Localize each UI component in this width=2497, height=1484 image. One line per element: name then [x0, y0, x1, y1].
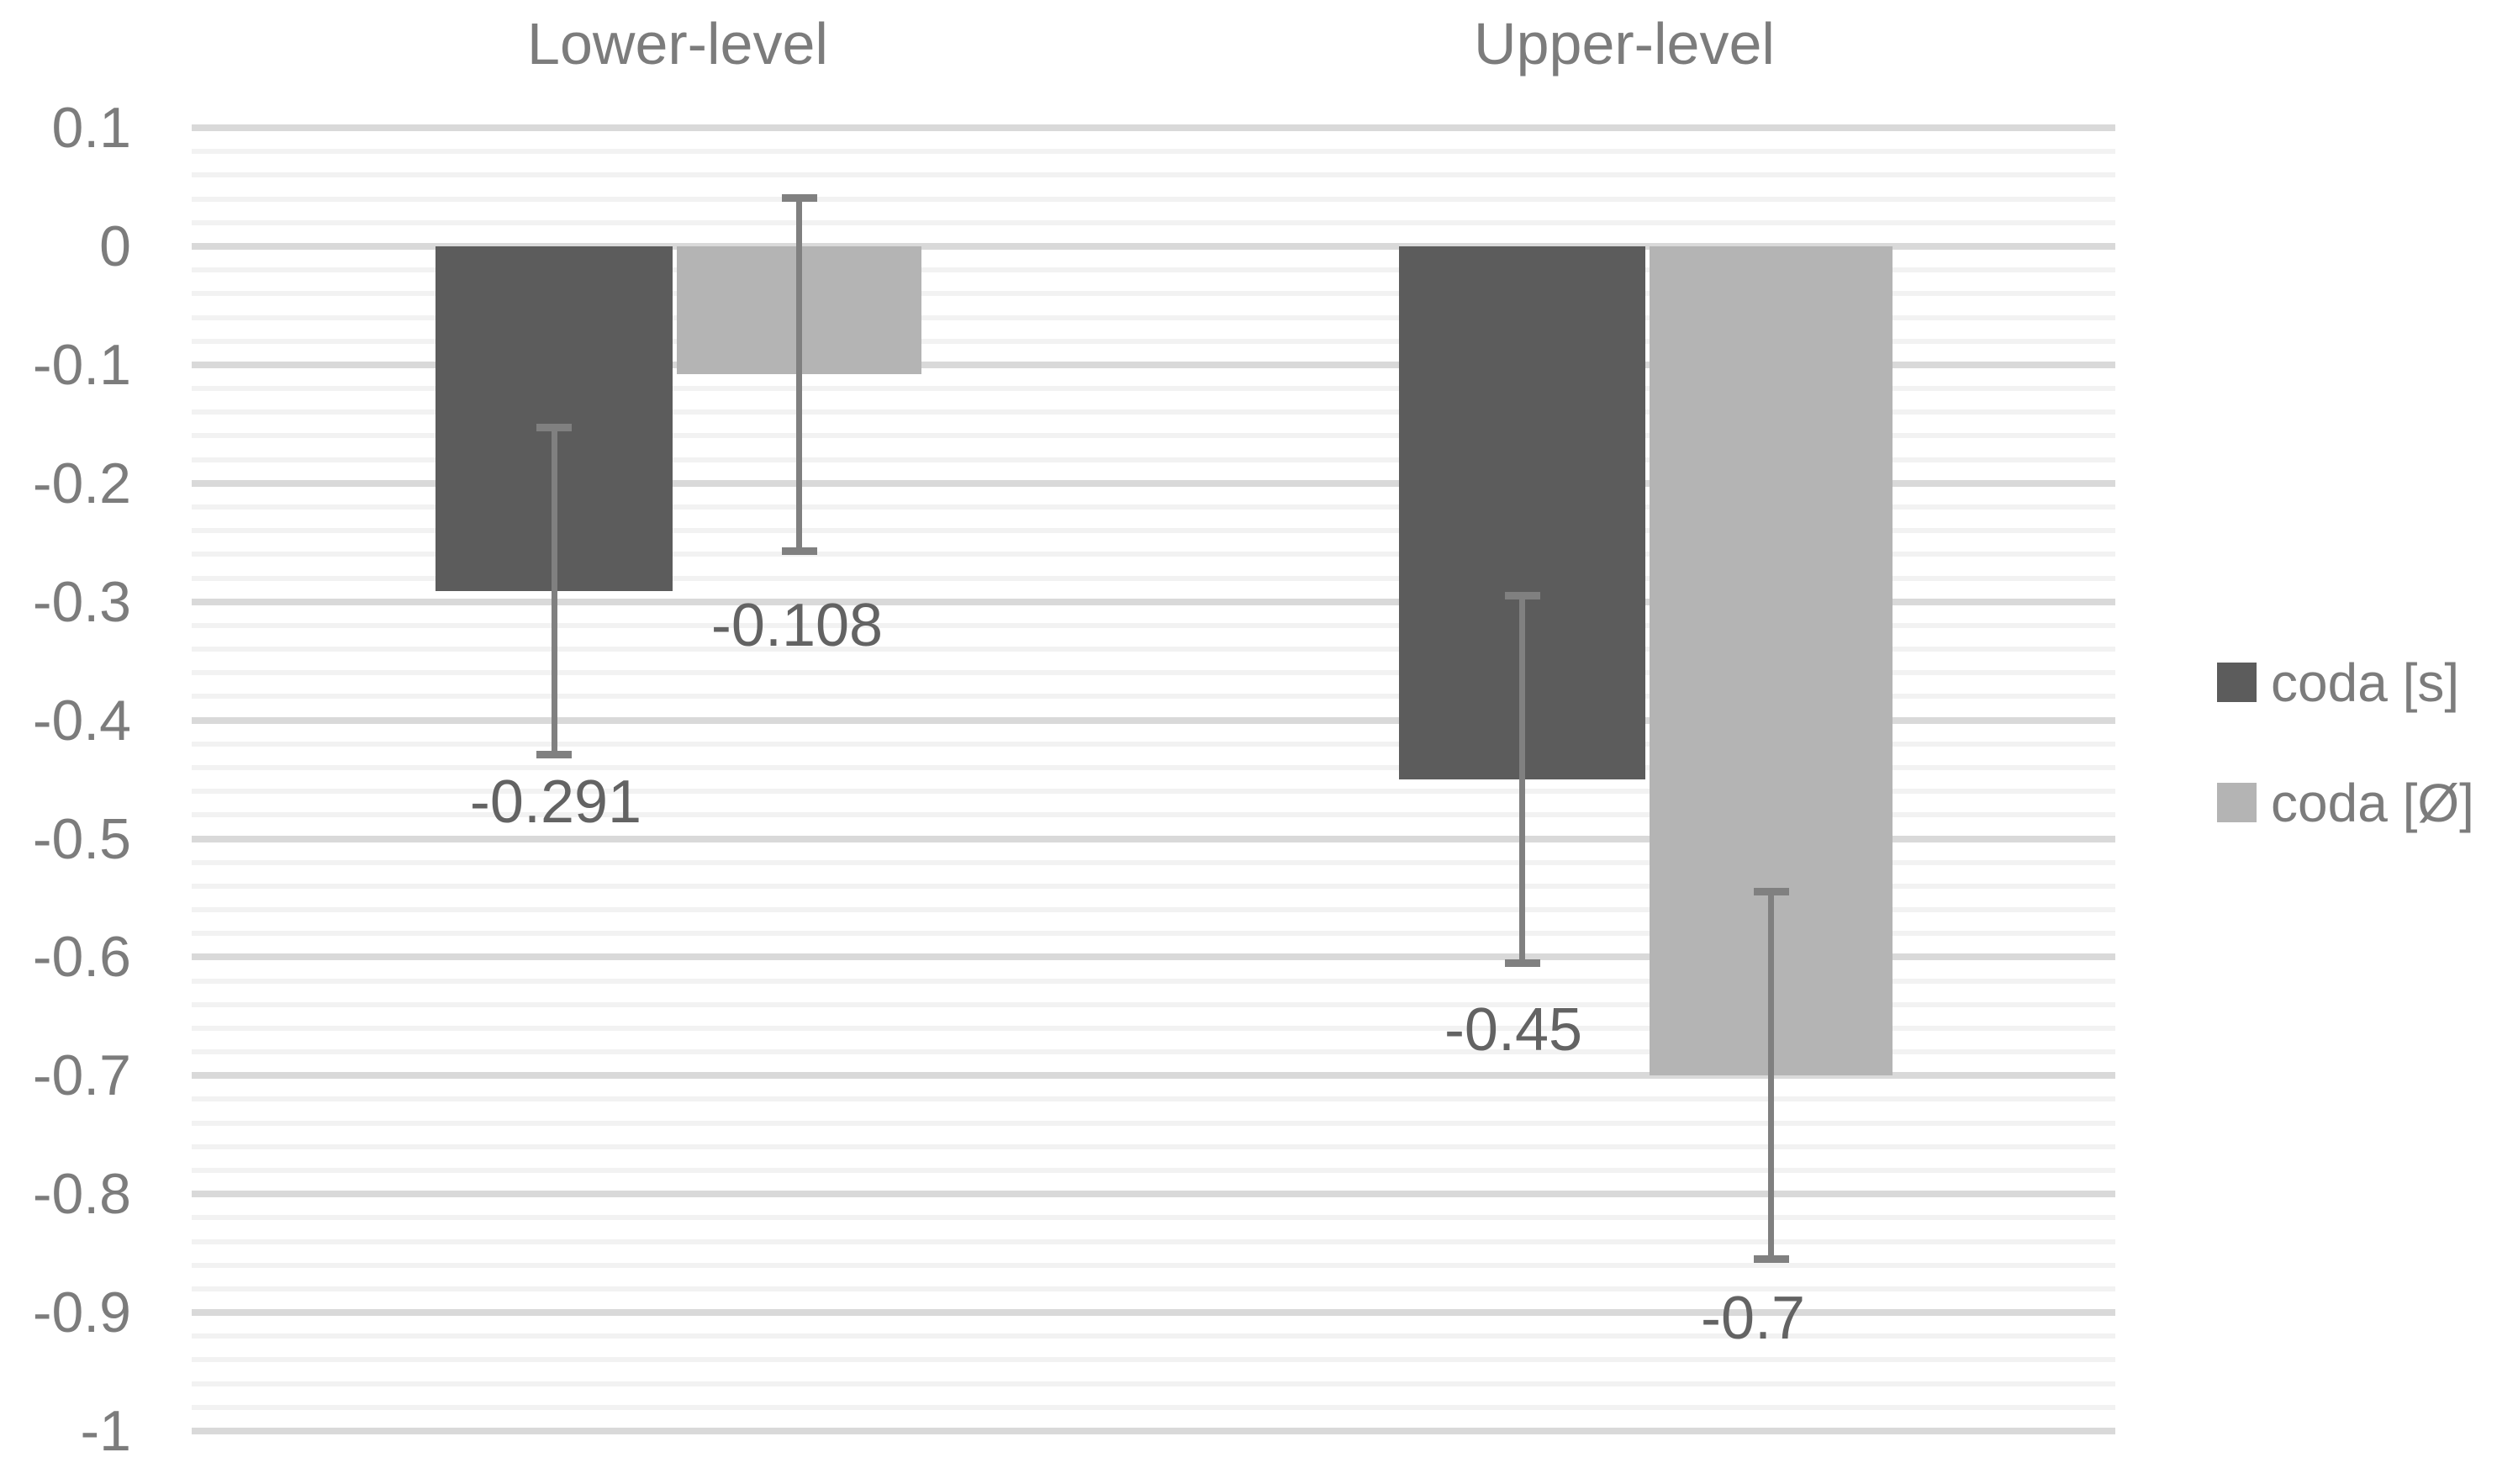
- major-gridline--0.80: [192, 1191, 2115, 1197]
- category-title-lower-level: Lower-level: [527, 11, 828, 77]
- error-bar-coda-null-lower-cap-top: [782, 194, 817, 202]
- major-gridline--0.40: [192, 717, 2115, 724]
- error-bar-coda-null-upper-line: [1768, 892, 1774, 1260]
- minor-gridline--0.86: [192, 1263, 2115, 1268]
- minor-gridline--0.44: [192, 765, 2115, 770]
- minor-gridline--0.66: [192, 1026, 2115, 1031]
- minor-gridline-0.08: [192, 149, 2115, 154]
- minor-gridline--0.94: [192, 1357, 2115, 1362]
- y-tick--0.6: -0.6: [32, 925, 131, 989]
- error-bar-coda-null-lower-line: [796, 198, 802, 551]
- error-bar-coda-s-lower-cap-top: [536, 424, 572, 431]
- minor-gridline--0.36: [192, 670, 2115, 675]
- minor-gridline--0.14: [192, 409, 2115, 415]
- minor-gridline-0.04: [192, 197, 2115, 202]
- error-bar-coda-s-upper-line: [1519, 596, 1525, 964]
- minor-gridline--0.04: [192, 291, 2115, 296]
- minor-gridline--0.22: [192, 504, 2115, 510]
- error-bar-coda-null-lower-cap-bottom: [782, 547, 817, 555]
- legend-swatch-coda-s: [2217, 663, 2257, 702]
- y-tick--0.5: -0.5: [32, 807, 131, 871]
- minor-gridline--0.18: [192, 457, 2115, 462]
- minor-gridline--0.62: [192, 979, 2115, 984]
- minor-gridline--0.34: [192, 647, 2115, 652]
- y-tick--0.8: -0.8: [32, 1162, 131, 1226]
- minor-gridline--0.16: [192, 433, 2115, 438]
- minor-gridline--0.76: [192, 1144, 2115, 1149]
- minor-gridline--0.82: [192, 1215, 2115, 1220]
- minor-gridline--0.74: [192, 1121, 2115, 1126]
- minor-gridline--0.48: [192, 812, 2115, 817]
- minor-gridline--0.42: [192, 742, 2115, 747]
- major-gridline--1.00: [192, 1428, 2115, 1434]
- minor-gridline--0.68: [192, 1049, 2115, 1054]
- minor-gridline--0.56: [192, 907, 2115, 912]
- minor-gridline--0.26: [192, 552, 2115, 557]
- minor-gridline--0.84: [192, 1239, 2115, 1244]
- error-bar-coda-s-lower-cap-bottom: [536, 751, 572, 758]
- y-tick--0.1: -0.1: [32, 333, 131, 397]
- legend-item-coda-s: coda [s]: [2217, 652, 2460, 713]
- major-gridline--0.90: [192, 1309, 2115, 1316]
- minor-gridline--0.28: [192, 576, 2115, 581]
- y-tick-0.1: 0.1: [51, 96, 131, 160]
- minor-gridline--0.12: [192, 386, 2115, 391]
- legend-item-coda-null: coda [Ø]: [2217, 772, 2474, 833]
- legend-swatch-coda-null: [2217, 783, 2257, 822]
- minor-gridline--0.96: [192, 1381, 2115, 1386]
- minor-gridline-0.06: [192, 172, 2115, 177]
- y-tick--0.4: -0.4: [32, 689, 131, 753]
- minor-gridline-0.02: [192, 220, 2115, 225]
- y-tick--0.9: -0.9: [32, 1281, 131, 1344]
- category-title-upper-level: Upper-level: [1474, 11, 1775, 77]
- major-gridline-0.10: [192, 124, 2115, 131]
- data-label--0.7: -0.7: [1700, 1285, 1806, 1352]
- y-tick--0.2: -0.2: [32, 452, 131, 515]
- minor-gridline--0.52: [192, 860, 2115, 865]
- major-gridline-0.00: [192, 243, 2115, 250]
- data-label--0.108: -0.108: [710, 592, 884, 659]
- minor-gridline--0.02: [192, 267, 2115, 272]
- minor-gridline--0.46: [192, 789, 2115, 794]
- minor-gridline--0.98: [192, 1405, 2115, 1410]
- legend: coda [s] coda [Ø]: [2217, 0, 2497, 1484]
- minor-gridline--0.32: [192, 623, 2115, 628]
- major-gridline--0.20: [192, 480, 2115, 487]
- error-bar-coda-s-upper-cap-bottom: [1505, 959, 1540, 967]
- y-tick--0.7: -0.7: [32, 1043, 131, 1107]
- error-bar-coda-s-lower-line: [552, 428, 557, 755]
- legend-label-coda-null: coda [Ø]: [2271, 772, 2474, 833]
- minor-gridline--0.38: [192, 694, 2115, 699]
- minor-gridline--0.64: [192, 1002, 2115, 1007]
- data-label--0.291: -0.291: [469, 768, 642, 836]
- minor-gridline--0.54: [192, 884, 2115, 889]
- minor-gridline--0.88: [192, 1286, 2115, 1291]
- error-bar-coda-null-upper-cap-bottom: [1754, 1255, 1789, 1263]
- major-gridline--0.30: [192, 599, 2115, 605]
- data-label--0.45: -0.45: [1444, 996, 1583, 1064]
- minor-gridline--0.06: [192, 315, 2115, 320]
- error-bar-coda-null-upper-cap-top: [1754, 888, 1789, 895]
- minor-gridline--0.78: [192, 1168, 2115, 1173]
- minor-gridline--0.08: [192, 339, 2115, 344]
- major-gridline--0.10: [192, 362, 2115, 368]
- legend-label-coda-s: coda [s]: [2271, 652, 2460, 713]
- major-gridline--0.50: [192, 836, 2115, 842]
- error-bar-coda-s-upper-cap-top: [1505, 592, 1540, 599]
- minor-gridline--0.58: [192, 931, 2115, 936]
- minor-gridline--0.92: [192, 1333, 2115, 1339]
- y-tick--0.3: -0.3: [32, 570, 131, 634]
- y-tick-0: 0: [99, 214, 131, 278]
- minor-gridline--0.72: [192, 1096, 2115, 1101]
- major-gridline--0.60: [192, 953, 2115, 960]
- y-tick--1: -1: [80, 1399, 131, 1463]
- major-gridline--0.70: [192, 1072, 2115, 1079]
- minor-gridline--0.24: [192, 528, 2115, 533]
